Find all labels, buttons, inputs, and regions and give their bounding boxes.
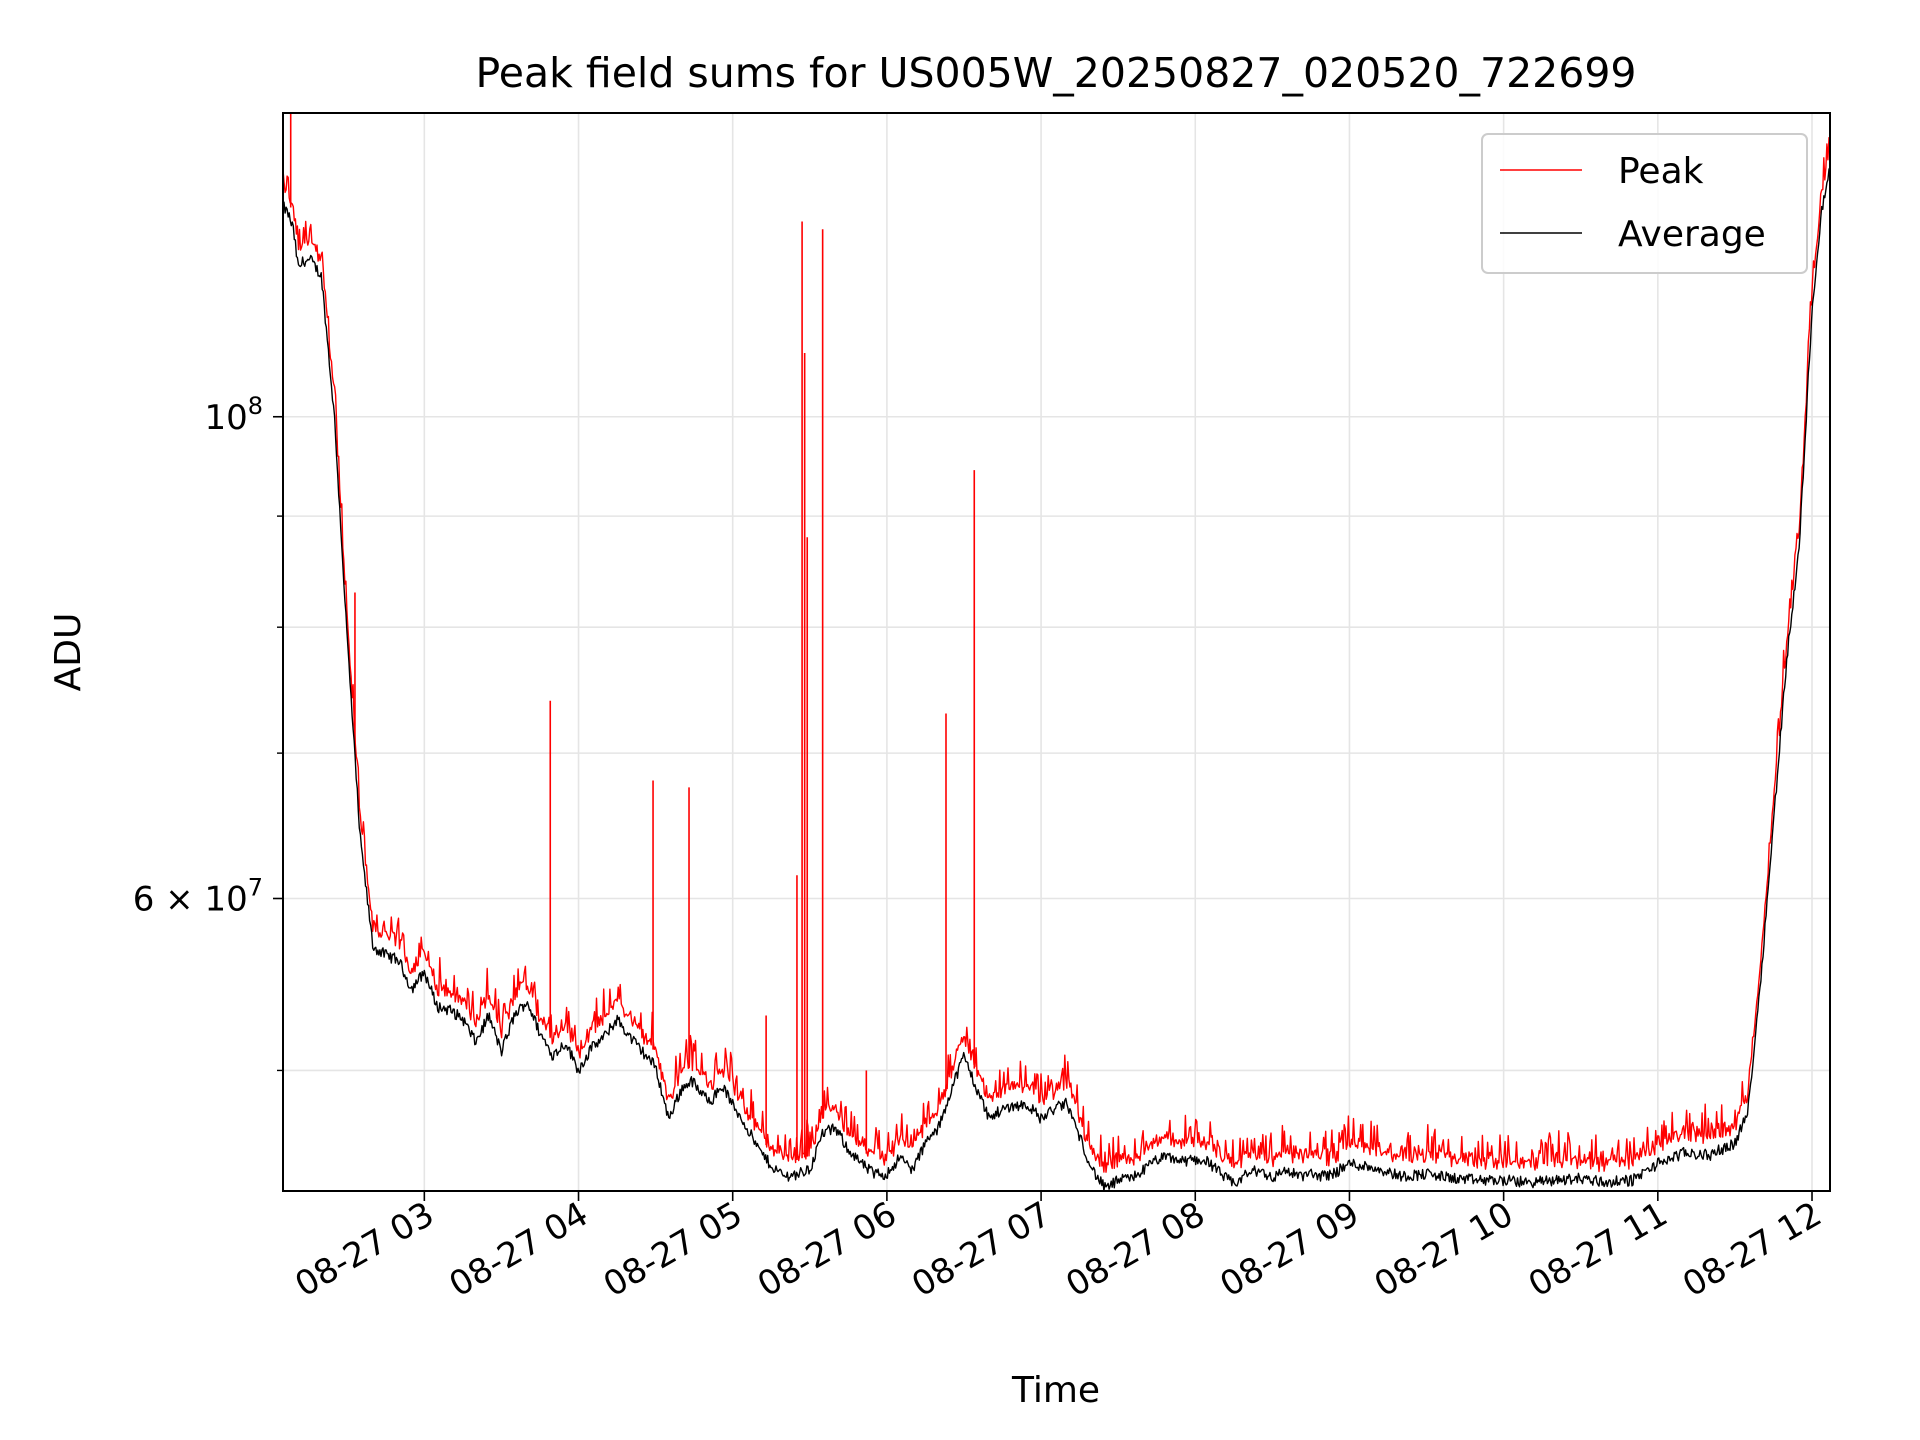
x-axis-label: Time <box>1011 1370 1100 1411</box>
series-average-line <box>283 166 1830 1191</box>
legend-label-peak: Peak <box>1618 151 1704 192</box>
legend-label-average: Average <box>1618 214 1766 255</box>
y-axis-label: ADU <box>48 613 89 692</box>
plot-series <box>283 113 1830 1191</box>
chart-title: Peak field sums for US005W_20250827_0205… <box>475 49 1636 97</box>
axes-frame <box>282 112 1831 1192</box>
y-axis-ticks: 108 6 × 107 <box>133 392 283 1072</box>
legend: Peak Average <box>1481 133 1808 274</box>
grid <box>283 113 1830 1191</box>
y-tick-label: 6 × 107 <box>133 873 263 919</box>
y-tick-label: 108 <box>204 392 263 438</box>
series-peak-line <box>283 136 1830 1173</box>
legend-box <box>1481 133 1808 274</box>
